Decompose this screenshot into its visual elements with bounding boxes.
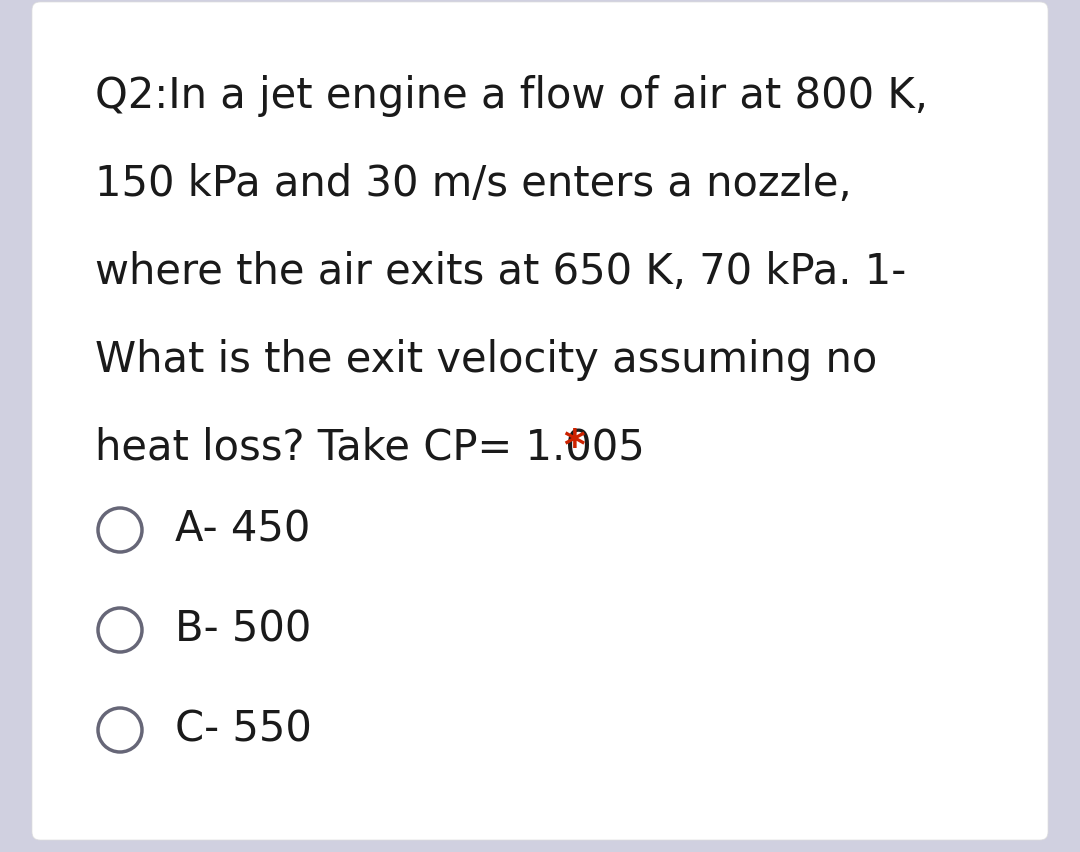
Text: 150 kPa and 30 m/s enters a nozzle,: 150 kPa and 30 m/s enters a nozzle, bbox=[95, 163, 852, 205]
Text: Q2:In a jet engine a flow of air at 800 K,: Q2:In a jet engine a flow of air at 800 … bbox=[95, 75, 928, 117]
Text: where the air exits at 650 K, 70 kPa. 1-: where the air exits at 650 K, 70 kPa. 1- bbox=[95, 251, 906, 293]
Text: C- 550: C- 550 bbox=[175, 709, 312, 751]
FancyBboxPatch shape bbox=[32, 2, 1048, 840]
Text: What is the exit velocity assuming no: What is the exit velocity assuming no bbox=[95, 339, 877, 381]
Text: B- 500: B- 500 bbox=[175, 609, 311, 651]
Text: *: * bbox=[563, 427, 584, 469]
Text: heat loss? Take CP= 1.005: heat loss? Take CP= 1.005 bbox=[95, 427, 658, 469]
Text: A- 450: A- 450 bbox=[175, 509, 310, 551]
